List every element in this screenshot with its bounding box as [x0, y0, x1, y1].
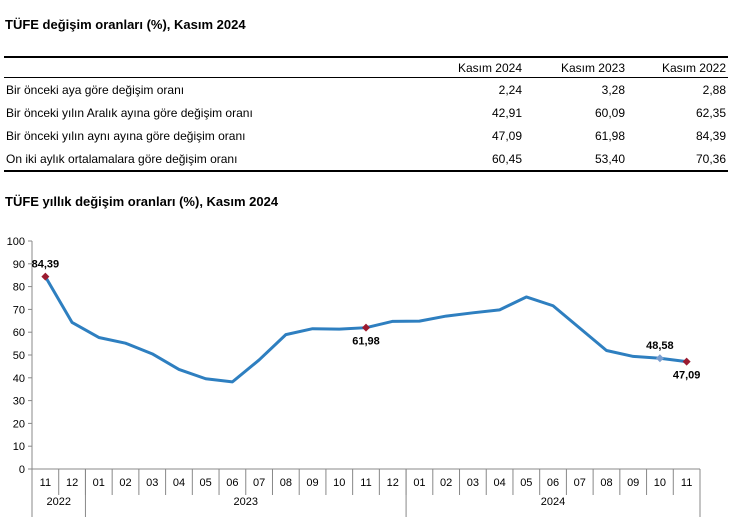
y-tick-label: 40	[13, 373, 25, 385]
y-tick-label: 90	[13, 259, 25, 271]
table-row: On iki aylık ortalamalara göre değişim o…	[4, 147, 728, 171]
value-cell: 60,09	[594, 105, 625, 120]
x-tick-label: 09	[627, 477, 639, 489]
header-cell	[4, 57, 420, 78]
data-label: 48,58	[646, 340, 674, 352]
y-tick-label: 100	[7, 236, 25, 248]
x-tick-label: 10	[333, 477, 345, 489]
x-tick-label: 11	[40, 477, 51, 489]
row-label: Bir önceki aya göre değişim oranı	[6, 82, 185, 97]
x-tick-label: 03	[146, 477, 158, 489]
x-tick-label: 08	[280, 477, 292, 489]
x-tick-label: 12	[387, 477, 399, 489]
row-label: Bir önceki yılın Aralık ayına göre değiş…	[6, 105, 253, 120]
x-tick-label: 11	[681, 477, 692, 489]
table-title: TÜFE değişim oranları (%), Kasım 2024	[5, 17, 246, 32]
x-tick-label: 07	[574, 477, 586, 489]
value-cell: 2,24	[498, 82, 522, 97]
marker-diamond	[362, 323, 370, 332]
value-cell: 62,35	[695, 105, 726, 120]
x-tick-label: 06	[547, 477, 559, 489]
value-cell: 47,09	[491, 128, 522, 143]
x-tick-label: 10	[654, 477, 666, 489]
x-tick-label: 06	[226, 477, 238, 489]
header-cell: Kasım 2024	[457, 61, 522, 75]
table-row: Bir önceki aya göre değişim oranı 2,24 3,2…	[4, 78, 728, 102]
y-tick-label: 0	[19, 464, 25, 476]
x-tick-label: 03	[467, 477, 479, 489]
table-row: Bir önceki yılın aynı ayına göre değişim…	[4, 124, 728, 147]
x-tick-label: 09	[306, 477, 318, 489]
table-header-row: Kasım 2024 Kasım 2023 Kasım 2022	[4, 57, 728, 78]
value-cell: 84,39	[695, 128, 726, 143]
header-cell: Kasım 2023	[560, 61, 625, 75]
header-cell: Kasım 2022	[661, 61, 726, 75]
row-label: On iki aylık ortalamalara göre değişim o…	[6, 151, 238, 166]
x-tick-label: 02	[119, 477, 131, 489]
y-tick-label: 60	[13, 327, 25, 339]
x-tick-label: 04	[173, 477, 185, 489]
row-label: Bir önceki yılın aynı ayına göre değişim…	[6, 128, 246, 143]
year-label: 2023	[234, 496, 258, 508]
data-label: 84,39	[32, 259, 60, 271]
change-rates-table: Kasım 2024 Kasım 2023 Kasım 2022 Bir önc…	[4, 56, 728, 172]
x-tick-label: 02	[440, 477, 452, 489]
data-label: 61,98	[352, 336, 380, 348]
x-tick-label: 07	[253, 477, 265, 489]
value-cell: 53,40	[594, 151, 625, 166]
x-tick-label: 01	[413, 477, 425, 489]
year-label: 2022	[46, 496, 70, 508]
chart-title: TÜFE yıllık değişim oranları (%), Kasım …	[5, 194, 279, 209]
y-tick-label: 10	[13, 441, 25, 453]
x-tick-label: 11	[360, 477, 371, 489]
y-tick-label: 50	[13, 350, 25, 362]
x-tick-label: 08	[600, 477, 612, 489]
value-cell: 60,45	[491, 151, 522, 166]
value-cell: 70,36	[695, 151, 726, 166]
x-tick-label: 01	[93, 477, 105, 489]
x-tick-label: 05	[200, 477, 212, 489]
marker-diamond	[41, 272, 50, 281]
table-row: Bir önceki yılın Aralık ayına göre değiş…	[4, 101, 728, 124]
value-cell: 61,98	[594, 128, 625, 143]
data-label: 47,09	[673, 370, 701, 382]
marker-diamond	[655, 354, 664, 363]
y-tick-label: 30	[13, 396, 25, 408]
x-tick-label: 12	[66, 477, 78, 489]
value-cell: 3,28	[601, 82, 625, 97]
x-tick-label: 05	[520, 477, 532, 489]
x-tick-label: 04	[493, 477, 505, 489]
y-tick-label: 80	[13, 282, 25, 294]
value-cell: 42,91	[491, 105, 522, 120]
marker-diamond	[682, 357, 691, 366]
y-tick-label: 20	[13, 418, 25, 430]
value-cell: 2,88	[702, 82, 726, 97]
y-tick-label: 70	[13, 304, 25, 316]
year-label: 2024	[541, 496, 565, 508]
